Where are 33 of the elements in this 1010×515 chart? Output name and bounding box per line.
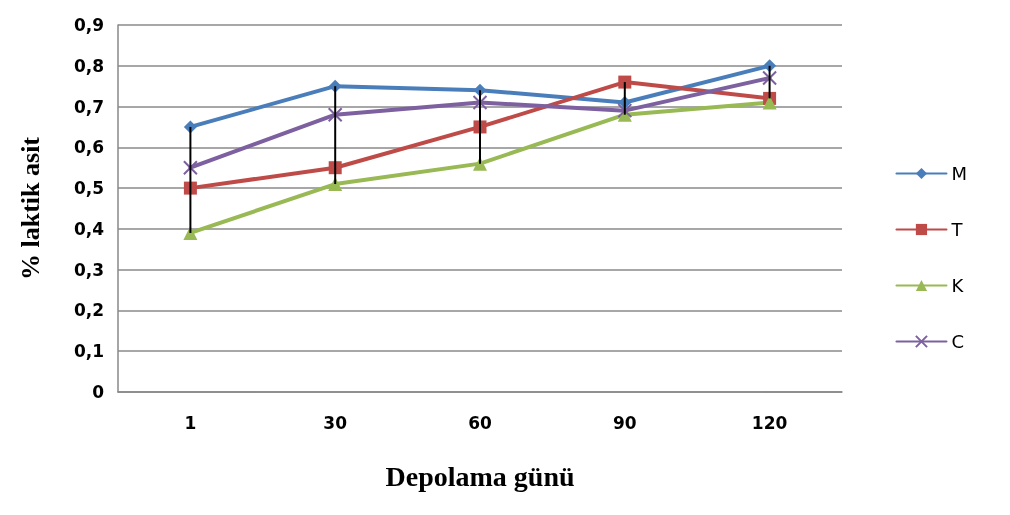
x-tick-label: 60 [468, 412, 492, 433]
y-tick-label: 0,3 [73, 259, 104, 280]
bar [189, 126, 192, 233]
x-tick-label: 90 [612, 412, 637, 433]
point [617, 103, 633, 119]
bar [768, 65, 771, 99]
y-tick-label: 0 [92, 382, 105, 402]
legend-label: T [950, 219, 964, 240]
y-tick-label: 0,6 [73, 137, 104, 158]
y-tick-label: 0,7 [73, 96, 104, 117]
point [327, 107, 343, 123]
x-tick-label: 120 [751, 412, 788, 433]
bar [334, 86, 337, 185]
point [762, 95, 777, 110]
legend-label: K [951, 275, 965, 296]
point [762, 70, 778, 86]
point [618, 75, 632, 89]
y-tick-label: 0,8 [73, 55, 104, 76]
point [182, 160, 198, 176]
bar [479, 90, 481, 164]
y-tick-label: 0,4 [73, 218, 105, 239]
x-tick-label: 30 [323, 412, 348, 433]
y-axis-title: % laktik asit [15, 136, 45, 281]
y-tick-label: 0,2 [73, 300, 104, 321]
y-tick-label: 0,5 [73, 178, 104, 199]
x-tick-label: 1 [184, 412, 197, 433]
legend-label: M [951, 163, 967, 184]
bar [623, 82, 626, 115]
point [472, 94, 488, 110]
y-tick-label: 0,9 [73, 15, 104, 35]
x-axis-title: Depolama günü [385, 460, 575, 492]
y-tick-label: 0,1 [73, 341, 104, 362]
legend-label: C [951, 331, 965, 352]
